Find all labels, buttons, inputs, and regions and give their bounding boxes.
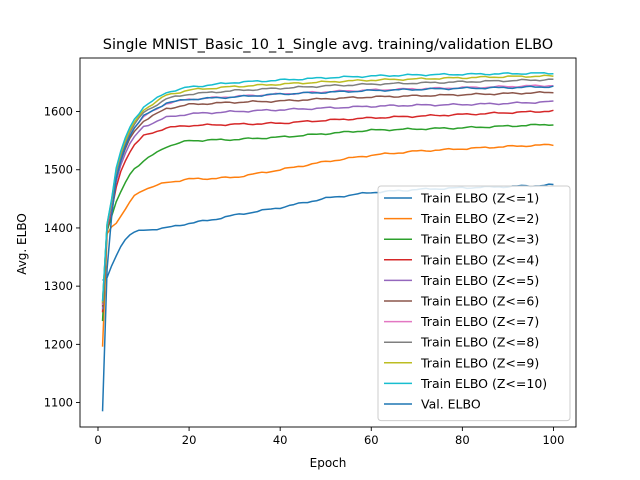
y-axis-ticks: 1100 1200 1300 1400 1500 1600 [44,105,80,410]
series-line-6 [101,90,554,307]
legend-label: Val. ELBO [421,397,481,412]
legend-box [377,185,571,422]
legend-label: Train ELBO (Z<=1) [420,191,539,206]
x-tick-label: 80 [455,433,470,447]
x-axis-label: Epoch [310,456,347,470]
y-tick-label: 1400 [44,221,73,235]
series-line-10 [101,72,554,302]
legend: Train ELBO (Z<=1) Train ELBO (Z<=2) Train … [377,185,571,422]
x-tick-label: 60 [364,433,379,447]
x-tick-label: 0 [94,433,101,447]
legend-label: Train ELBO (Z<=6) [420,294,539,309]
legend-label: Train ELBO (Z<=3) [420,232,539,247]
legend-label: Train ELBO (Z<=4) [420,252,539,267]
series-line-11 [101,85,554,412]
legend-label: Train ELBO (Z<=9) [420,355,539,370]
y-tick-label: 1500 [44,163,73,177]
legend-label: Train ELBO (Z<=5) [420,273,539,288]
legend-label: Train ELBO (Z<=7) [420,314,539,329]
series-line-8 [101,78,554,304]
series-line-4 [101,109,554,313]
series-line-9 [101,74,554,303]
x-axis-ticks: 0 20 40 60 80 100 [94,427,564,447]
legend-label: Train ELBO (Z<=10) [420,376,547,391]
y-tick-label: 1600 [44,105,73,119]
x-tick-label: 100 [542,433,564,447]
y-tick-label: 1100 [44,396,73,410]
x-tick-label: 40 [273,433,288,447]
series-layer [101,72,554,412]
plot-frame [79,57,577,428]
y-tick-label: 1200 [44,337,73,351]
y-axis-label: Avg. ELBO [15,213,29,275]
series-line-2 [101,143,554,347]
y-tick-label: 1300 [44,279,73,293]
legend-label: Train ELBO (Z<=8) [420,335,539,350]
series-line-3 [101,123,554,322]
x-tick-label: 20 [182,433,197,447]
legend-label: Train ELBO (Z<=2) [420,211,539,226]
chart-title: Single MNIST_Basic_10_1_Single avg. trai… [103,37,553,53]
series-line-5 [101,100,554,310]
